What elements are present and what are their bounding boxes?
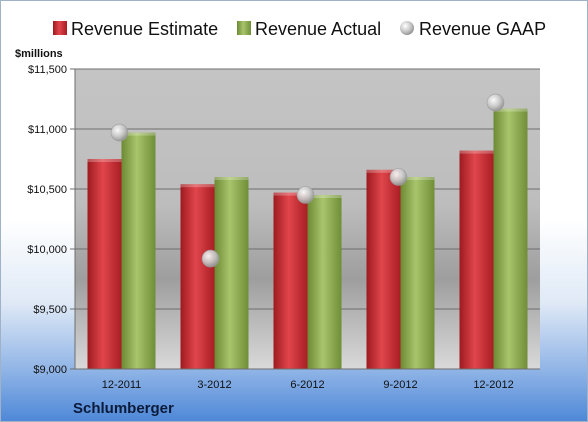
estimate-bar <box>459 150 494 369</box>
actual-bar <box>400 177 435 369</box>
legend-label-actual: Revenue Actual <box>255 19 381 39</box>
gaap-marker <box>296 186 315 204</box>
legend-item-estimate: Revenue Estimate <box>53 19 218 39</box>
gaap-markers <box>110 93 505 268</box>
y-tick-label: $11,000 <box>28 124 67 136</box>
y-tick-label: $10,000 <box>27 244 67 256</box>
actual-bar-highlight <box>307 195 342 198</box>
actual-bar-highlight <box>214 177 249 180</box>
y-axis-ticks: $9,000 $9,500 $10,000 $10,500 $11,000 $11,500 <box>27 64 76 376</box>
legend-swatch-actual <box>237 21 251 35</box>
company-name: Schlumberger <box>73 400 174 417</box>
legend: Revenue Estimate Revenue Actual Revenue … <box>53 19 546 39</box>
gaap-marker <box>110 123 129 142</box>
legend-swatch-estimate <box>53 21 67 35</box>
y-axis-label: $millions <box>15 48 63 60</box>
estimate-bar-highlight <box>366 169 401 173</box>
actual-bar <box>121 132 156 369</box>
estimate-bar-highlight <box>273 192 308 196</box>
actual-bar-highlight <box>400 177 435 180</box>
actual-bar <box>214 177 249 369</box>
x-tick-label: 12-2011 <box>102 379 142 391</box>
estimate-bar <box>180 184 215 369</box>
x-tick-label: 6-2012 <box>290 379 324 391</box>
x-tick-label: 12-2012 <box>473 379 513 391</box>
y-tick-label: $9,500 <box>33 304 67 316</box>
legend-swatch-gaap <box>400 21 414 35</box>
legend-item-gaap: Revenue GAAP <box>400 19 546 39</box>
gaap-marker <box>486 93 505 112</box>
actual-bar <box>307 195 342 369</box>
legend-label-gaap: Revenue GAAP <box>419 19 546 39</box>
x-axis-ticks: 12-2011 3-2012 6-2012 9-2012 12-2012 <box>75 368 540 391</box>
bars <box>87 108 528 369</box>
legend-label-estimate: Revenue Estimate <box>71 19 218 39</box>
y-tick-label: $10,500 <box>27 184 67 196</box>
legend-item-actual: Revenue Actual <box>237 19 381 39</box>
estimate-bar <box>273 192 308 369</box>
estimate-bar <box>87 159 122 369</box>
y-tick-label: $11,500 <box>28 64 67 76</box>
actual-bar-highlight <box>121 132 156 136</box>
actual-bar <box>493 108 528 369</box>
actual-bar-highlight <box>493 108 528 112</box>
gaap-marker <box>389 168 408 186</box>
x-tick-label: 9-2012 <box>383 379 417 391</box>
gaap-marker <box>201 249 220 268</box>
y-tick-label: $9,000 <box>33 364 67 376</box>
estimate-bar <box>366 169 401 369</box>
estimate-bar-highlight <box>87 159 122 162</box>
estimate-bar-highlight <box>180 184 215 188</box>
estimate-bar-highlight <box>459 150 494 154</box>
x-tick-label: 3-2012 <box>197 379 231 391</box>
